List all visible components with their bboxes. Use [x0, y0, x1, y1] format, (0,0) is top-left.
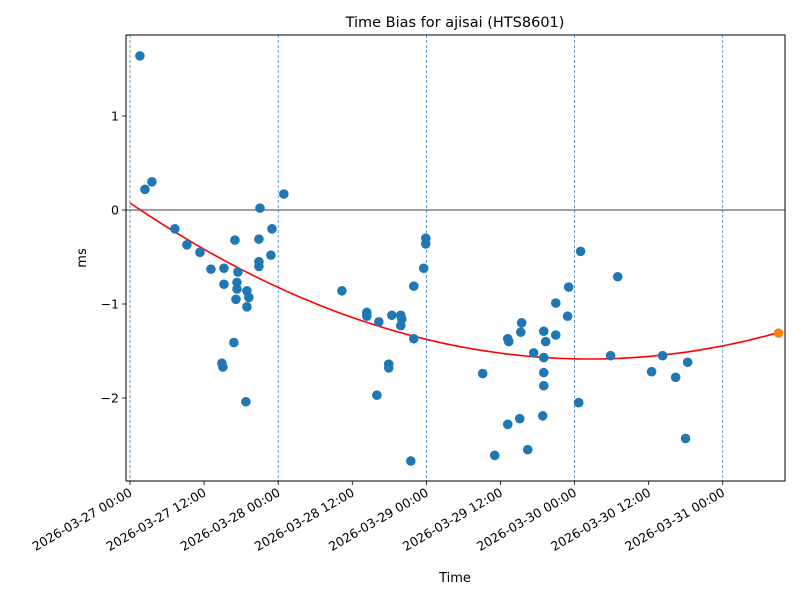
y-tick-label: 0 [111, 203, 119, 218]
data-point [657, 350, 668, 361]
data-point [195, 247, 205, 258]
data-point [266, 250, 276, 260]
prediction-point-group [773, 328, 784, 338]
data-point [232, 277, 242, 288]
data-point [241, 396, 251, 407]
data-point [420, 239, 431, 249]
data-point [514, 413, 525, 424]
data-point [528, 348, 539, 358]
data-point [242, 302, 252, 312]
data-point [255, 203, 265, 213]
data-point [244, 292, 254, 303]
data-point [135, 51, 145, 61]
data-point [522, 444, 533, 455]
data-point [538, 326, 549, 337]
data-point [231, 294, 241, 305]
data-point [229, 337, 239, 348]
data-point [408, 333, 419, 344]
data-point [408, 281, 419, 291]
y-tick-label: −2 [101, 391, 119, 406]
data-point [477, 368, 488, 379]
data-point [140, 184, 150, 195]
data-point [515, 327, 526, 338]
data-point [680, 433, 691, 444]
data-point [670, 372, 681, 383]
y-tick-label: −1 [101, 297, 119, 312]
data-point [562, 311, 573, 322]
data-point [550, 298, 561, 308]
data-point [372, 390, 382, 400]
y-tick-label: 1 [111, 109, 119, 124]
data-point [147, 177, 157, 187]
data-point [254, 234, 264, 244]
data-point [573, 397, 584, 408]
data-point [550, 330, 561, 340]
y-axis-label: ms [75, 248, 90, 268]
data-point [219, 263, 229, 274]
data-point [502, 419, 513, 430]
data-point [170, 224, 180, 234]
data-point [563, 282, 574, 292]
plot-frame [125, 34, 786, 482]
data-point [537, 411, 548, 421]
data-point [538, 380, 549, 391]
data-point [337, 286, 347, 296]
data-point [406, 456, 416, 466]
data-point [279, 189, 289, 199]
data-point [232, 284, 242, 294]
day-gridlines [129, 35, 724, 481]
data-point [218, 362, 228, 372]
data-point [575, 246, 586, 257]
data-point [182, 239, 192, 250]
data-point [395, 320, 406, 331]
data-point [605, 350, 616, 361]
data-point [267, 224, 277, 234]
y-axis-ticks: −2 −1 0 1 [101, 109, 126, 406]
data-point [538, 352, 549, 363]
data-point [206, 264, 216, 275]
data-point [489, 450, 500, 461]
data-point [646, 366, 657, 377]
data-point [254, 261, 264, 272]
data-point [383, 363, 394, 373]
data-point [538, 367, 549, 378]
data-point [682, 357, 693, 368]
data-point [612, 271, 623, 282]
data-point [233, 267, 243, 277]
data-point [540, 336, 551, 347]
x-axis-label: Time [438, 571, 471, 586]
data-points [135, 51, 693, 466]
data-point [362, 311, 372, 322]
data-point [219, 279, 229, 290]
data-point [230, 235, 240, 245]
data-point [418, 263, 429, 274]
prediction-point [773, 328, 784, 338]
data-point [503, 336, 514, 347]
data-point [516, 318, 527, 328]
data-point [374, 317, 384, 327]
data-point [387, 310, 397, 321]
chart-title: Time Bias for ajisai (HTS8601) [345, 15, 565, 31]
